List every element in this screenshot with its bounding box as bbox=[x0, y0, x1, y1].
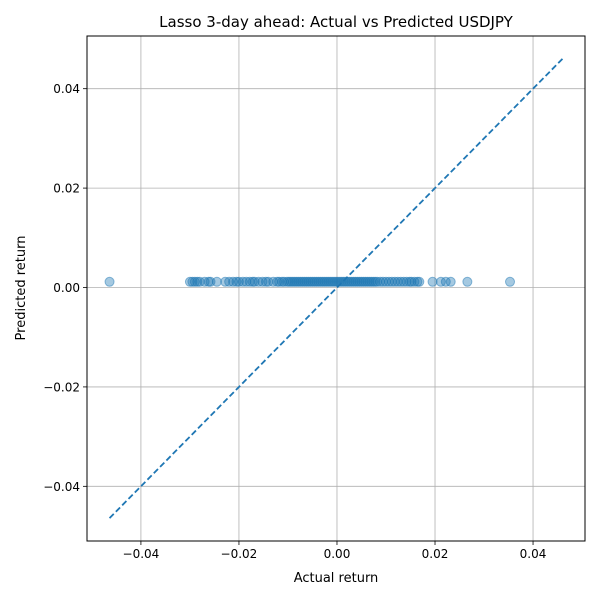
data-point bbox=[224, 276, 235, 287]
x-tick-label: 0.00 bbox=[324, 547, 351, 561]
y-tick-label: 0.02 bbox=[53, 182, 80, 196]
y-tick-label: −0.02 bbox=[43, 380, 80, 394]
data-point bbox=[211, 276, 222, 287]
y-tick-label: 0.04 bbox=[53, 82, 80, 96]
data-point bbox=[220, 276, 231, 287]
data-point bbox=[445, 276, 456, 287]
data-point bbox=[427, 276, 438, 287]
x-tick-label: −0.02 bbox=[221, 547, 258, 561]
data-point bbox=[233, 276, 244, 287]
x-axis-label: Actual return bbox=[294, 571, 379, 586]
data-point bbox=[414, 276, 425, 287]
y-axis-label: Predicted return bbox=[14, 236, 29, 341]
data-point bbox=[253, 276, 264, 287]
data-point bbox=[237, 276, 248, 287]
x-tick-label: 0.02 bbox=[422, 547, 449, 561]
data-points bbox=[104, 276, 516, 287]
y-tick-label: −0.04 bbox=[43, 480, 80, 494]
plot-frame bbox=[86, 35, 586, 542]
chart-title: Lasso 3-day ahead: Actual vs Predicted U… bbox=[159, 13, 513, 31]
x-axis-ticks: −0.04 −0.02 0.00 0.02 0.04 bbox=[123, 541, 547, 561]
data-point bbox=[505, 276, 516, 287]
y-axis-ticks: −0.04 −0.02 0.00 0.02 0.04 bbox=[43, 82, 87, 494]
x-tick-label: 0.04 bbox=[520, 547, 547, 561]
data-point bbox=[249, 276, 260, 287]
data-point bbox=[104, 276, 115, 287]
data-point bbox=[192, 276, 203, 287]
x-tick-label: −0.04 bbox=[123, 547, 160, 561]
data-point bbox=[260, 276, 271, 287]
y-tick-label: 0.00 bbox=[53, 281, 80, 295]
data-point bbox=[462, 276, 473, 287]
grid-lines bbox=[87, 36, 585, 541]
